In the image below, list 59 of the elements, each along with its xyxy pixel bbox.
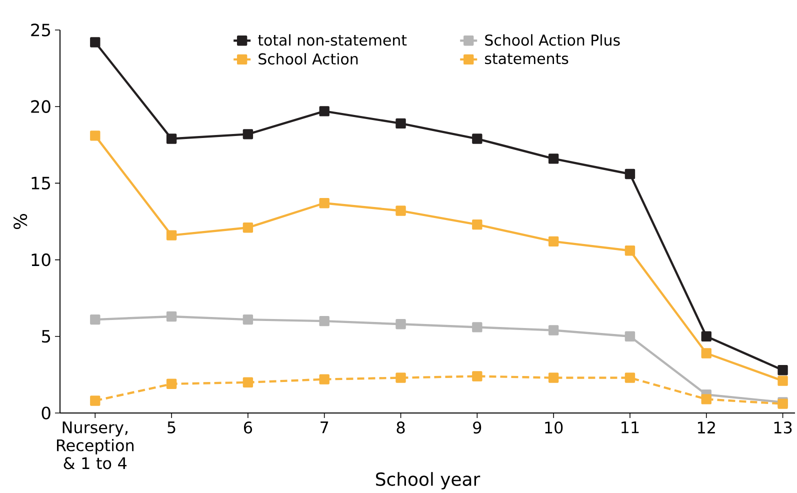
point [778, 376, 788, 386]
point [548, 325, 559, 336]
y-tick-label: 20 [31, 100, 50, 113]
point [166, 230, 177, 240]
point [548, 372, 559, 383]
point [90, 396, 100, 406]
point [319, 374, 330, 384]
point [396, 372, 406, 383]
point [90, 314, 100, 325]
point [396, 319, 406, 330]
y-tick-label: 5 [42, 330, 50, 343]
point [472, 322, 482, 332]
point [242, 314, 254, 325]
point [319, 198, 330, 208]
point [778, 365, 788, 376]
point [624, 246, 636, 256]
x-tick-label: 9 [473, 422, 482, 434]
legend-label: statements [485, 53, 568, 64]
x-tick-label: 11 [622, 422, 639, 434]
point [472, 134, 482, 144]
y-tick-label: 15 [32, 176, 50, 190]
point [624, 372, 636, 383]
x-tick-label: 10 [545, 422, 563, 434]
y-tick-label: 0 [42, 406, 50, 420]
point [624, 168, 636, 180]
point [548, 154, 559, 164]
point [701, 348, 712, 358]
point [548, 236, 559, 247]
point [166, 134, 177, 144]
point [319, 316, 330, 326]
y-tick-label: 10 [32, 253, 50, 266]
x-tick-label: 7 [320, 422, 328, 434]
point [90, 130, 100, 141]
point [624, 331, 636, 342]
x-axis-title: School year [376, 472, 480, 490]
legend-label: School Action [258, 53, 358, 65]
x-tick-label: Nursery, Reception & 1 to 4 [57, 422, 134, 470]
point [166, 378, 177, 389]
x-tick-label: 6 [244, 422, 252, 434]
point [701, 331, 712, 342]
x-tick-label: 12 [698, 422, 715, 434]
y-tick-label: 25 [31, 24, 50, 36]
point [166, 311, 177, 322]
point [472, 371, 482, 382]
point [90, 37, 100, 48]
x-tick-label: 5 [168, 422, 176, 434]
point [319, 106, 330, 116]
y-axis-title: % [14, 214, 28, 230]
legend-label: School Action Plus [485, 34, 620, 46]
point [396, 206, 406, 216]
point [242, 129, 254, 140]
point [472, 219, 482, 230]
x-tick-label: 13 [774, 422, 792, 434]
point [396, 118, 406, 129]
legend-label: total non-statement [258, 34, 407, 46]
point [242, 222, 254, 233]
point [242, 377, 254, 388]
x-tick-label: 8 [396, 422, 405, 434]
point [701, 394, 712, 404]
